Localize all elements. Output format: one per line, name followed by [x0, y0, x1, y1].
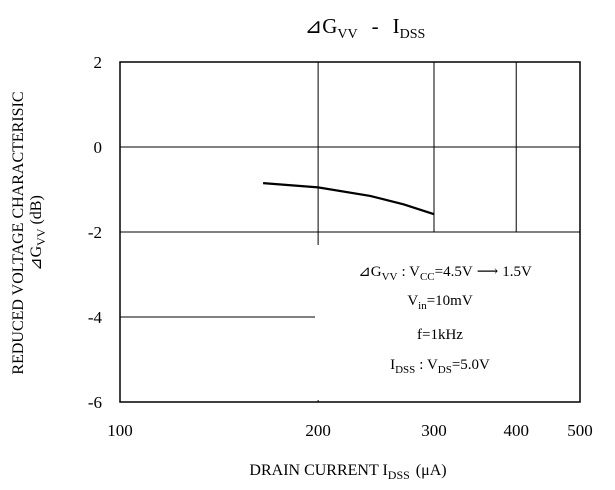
x-tick-label: 500 [567, 421, 593, 440]
x-tick-labels: 100 200 300 400 500 [107, 421, 593, 440]
chart-title: ⊿GVV - IDSS [305, 14, 426, 42]
annotation-background [315, 245, 580, 400]
grid [120, 62, 580, 402]
annotation-line2: Vin=10mV [407, 293, 473, 312]
y-tick-label: 0 [94, 138, 103, 157]
y-axis-label-line1: REDUCED VOLTAGE CHARACTERISIC [10, 91, 27, 374]
series-line-0 [263, 182, 435, 216]
data-series [263, 182, 435, 216]
x-tick-label: 200 [305, 421, 331, 440]
annotation-line3: f=1kHz [417, 327, 463, 343]
y-tick-label: -2 [88, 223, 102, 242]
y-tick-labels: 2 0 -2 -4 -6 [88, 53, 103, 412]
x-tick-label: 100 [107, 421, 133, 440]
annotation-box: ⊿GVV: VCC=4.5V ⟶ 1.5V Vin=10mV f=1kHz IDSS… [315, 245, 580, 400]
x-tick-label: 300 [421, 421, 447, 440]
annotation-line4: IDSS: VDS=5.0V [390, 357, 490, 376]
y-tick-label: -4 [88, 308, 103, 327]
y-tick-label: -6 [88, 393, 102, 412]
y-axis-label-line2: ⊿GVV(dB) [28, 195, 48, 271]
x-tick-label: 400 [503, 421, 529, 440]
annotation-line1: ⊿GVV: VCC=4.5V ⟶ 1.5V [358, 264, 532, 283]
y-tick-label: 2 [94, 53, 103, 72]
x-axis-label: DRAIN CURRENT IDSS (μA) [249, 462, 446, 482]
y-axis-label: REDUCED VOLTAGE CHARACTERISIC ⊿GVV(dB) [10, 91, 48, 374]
plot-frame [119, 61, 581, 403]
